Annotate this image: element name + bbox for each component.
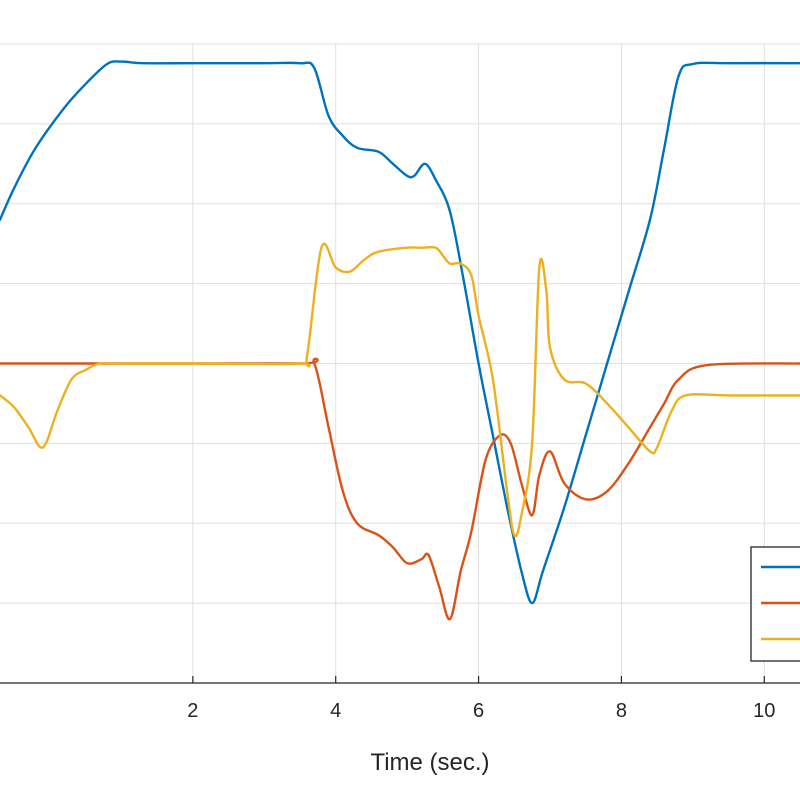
x-tick-label: 8 <box>616 700 627 722</box>
x-tick-label: 4 <box>330 700 341 722</box>
legend <box>750 546 800 662</box>
series-line-3 <box>0 242 800 538</box>
x-axis-label: Time (sec.) <box>370 749 489 776</box>
axes: 2 4 6 8 10 <box>0 676 800 722</box>
series-group <box>0 60 800 621</box>
x-tick-label: 10 <box>753 700 775 722</box>
x-tick-label: 6 <box>473 700 484 722</box>
series-line-1 <box>0 60 800 605</box>
x-tick-label: 2 <box>187 700 198 722</box>
series-line-2 <box>0 357 800 621</box>
